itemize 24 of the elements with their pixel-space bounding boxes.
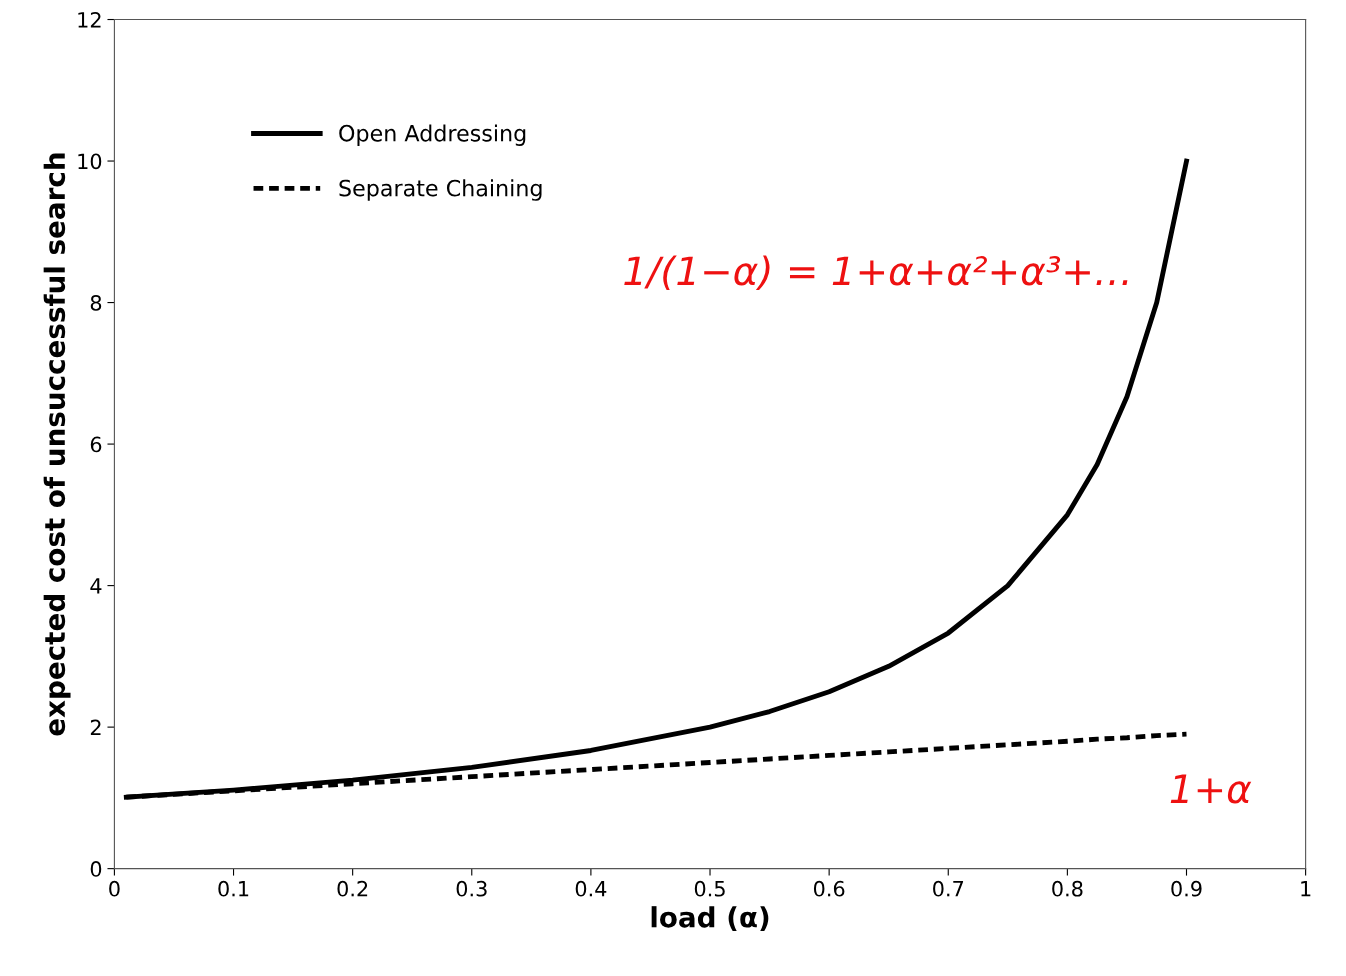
- x-tick-label: 0.7: [933, 880, 964, 897]
- y-tick-label: 12: [78, 11, 101, 28]
- y-tick-label: 0: [90, 861, 102, 877]
- annotation: 1+α: [1170, 774, 1252, 804]
- x-tick-label: 0.2: [337, 880, 368, 897]
- x-tick-label: 0.1: [218, 880, 249, 897]
- x-tick-label: 0.8: [1052, 880, 1083, 897]
- x-tick-label: 1: [1301, 881, 1311, 897]
- legend-label: Separate Chaining: [339, 179, 542, 201]
- x-tick-label: 0.3: [456, 880, 487, 897]
- y-tick-label: 10: [78, 153, 102, 170]
- x-axis-title: load (α): [651, 906, 769, 931]
- x-tick-label: 0.6: [813, 880, 845, 897]
- y-tick-label: 8: [90, 295, 102, 311]
- annotation: 1/(1−α) = 1+α+α²+α³+…: [624, 255, 1128, 291]
- x-tick-label: 0: [109, 880, 120, 897]
- y-tick-label: 4: [90, 578, 102, 594]
- y-tick-label: 6: [90, 436, 102, 453]
- legend-label: Open Addressing: [339, 124, 526, 146]
- y-axis-title: expected cost of unsuccessful search: [43, 153, 71, 736]
- x-tick-label: 0.9: [1171, 880, 1202, 897]
- x-tick-label: 0.5: [694, 880, 725, 897]
- x-tick-label: 0.4: [575, 880, 607, 897]
- y-tick-label: 2: [90, 719, 101, 736]
